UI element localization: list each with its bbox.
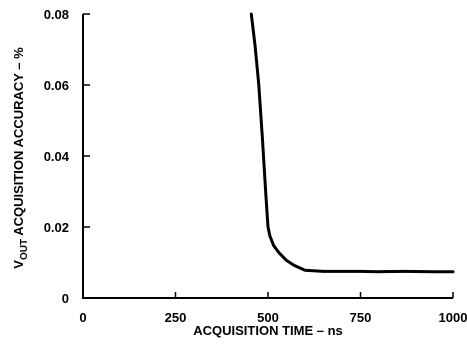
- y-axis-title: VOUT ACQUISITION ACCURACY – %: [11, 47, 30, 269]
- x-tick-label: 750: [350, 310, 372, 325]
- y-tick-label: 0.04: [44, 149, 70, 164]
- x-tick-label: 250: [165, 310, 187, 325]
- y-axis-ticks: 0 0.02 0.04 0.06 0.08: [44, 7, 90, 306]
- series-line: [249, 12, 455, 274]
- y-tick-label: 0.08: [44, 7, 69, 22]
- x-axis-title: ACQUISITION TIME – ns: [193, 323, 343, 338]
- y-axis-title-subscript: OUT: [19, 239, 30, 260]
- x-tick-label: 500: [257, 310, 279, 325]
- x-tick-label: 0: [79, 310, 86, 325]
- y-tick-label: 0.02: [44, 220, 69, 235]
- axis-frame: [82, 14, 453, 299]
- y-axis-title-prefix: V: [11, 260, 26, 269]
- y-tick-label: 0.06: [44, 78, 69, 93]
- y-tick-label: 0: [62, 291, 69, 306]
- plot-area: 0 250 500 750 1000 0 0.02 0.04 0.06 0.08: [44, 7, 467, 325]
- x-axis-ticks: 0 250 500 750 1000: [79, 292, 467, 325]
- x-tick-label: 1000: [439, 310, 467, 325]
- y-axis-title-rest: ACQUISITION ACCURACY – %: [11, 47, 26, 239]
